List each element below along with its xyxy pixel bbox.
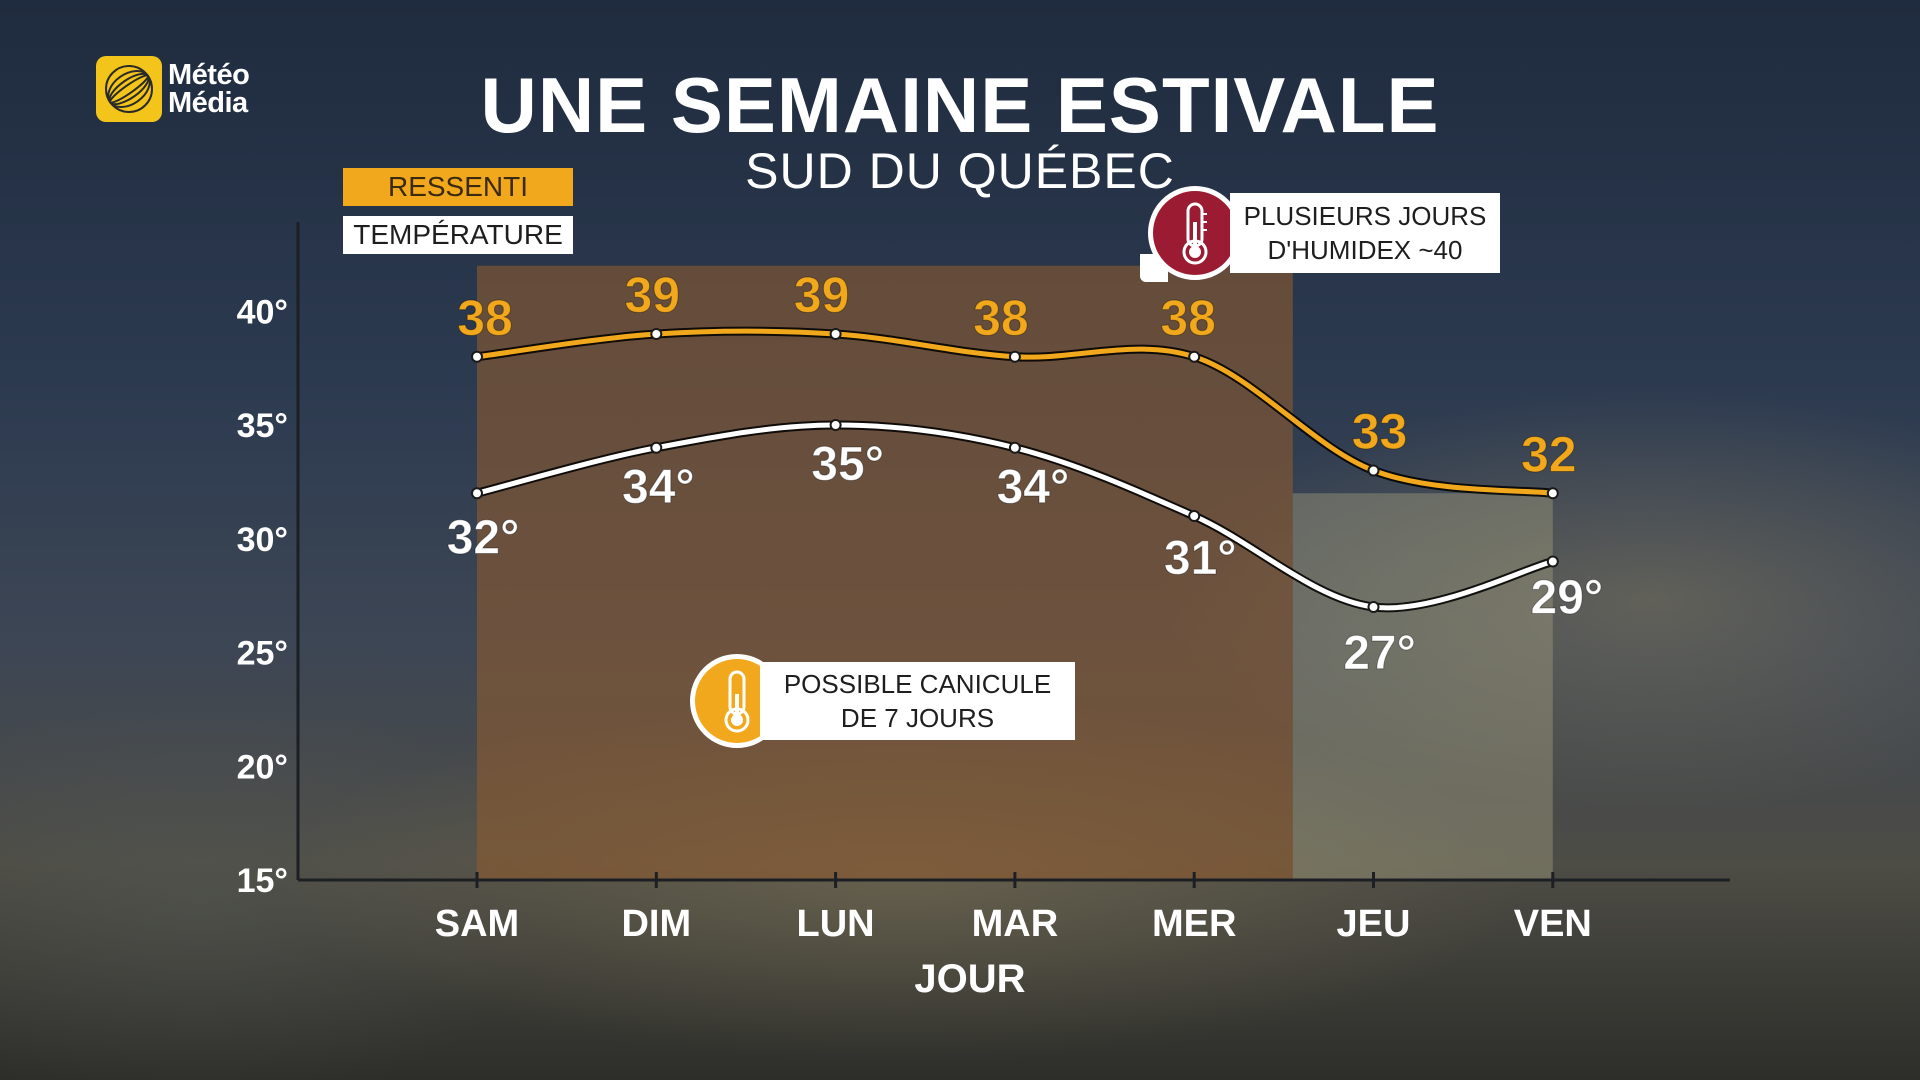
globe-icon xyxy=(96,56,162,122)
data-point-ressenti xyxy=(1188,350,1201,363)
x-tick-label: JEU xyxy=(1337,903,1411,945)
x-tick-label: MER xyxy=(1152,903,1236,945)
y-tick-label: 20° xyxy=(237,748,288,786)
humidex-callout-line-1: PLUSIEURS JOURS xyxy=(1243,201,1487,231)
y-tick-label: 15° xyxy=(237,862,288,900)
y-tick-label: 35° xyxy=(237,407,288,445)
logo-line-2: Média xyxy=(168,87,248,119)
x-tick-label: MAR xyxy=(972,903,1059,945)
data-point-temperature xyxy=(1546,555,1559,568)
data-point-ressenti xyxy=(1008,350,1021,363)
data-label-temperature: 35° xyxy=(811,438,884,491)
y-tick-label: 25° xyxy=(237,635,288,673)
data-point-ressenti xyxy=(1546,487,1559,500)
shaded-region-heat xyxy=(477,265,1293,880)
data-point-temperature xyxy=(1367,601,1380,613)
data-label-ressenti: 38 xyxy=(1160,290,1216,346)
data-point-ressenti xyxy=(1367,464,1380,477)
data-label-temperature: 32° xyxy=(447,511,520,564)
data-point-temperature xyxy=(829,419,842,431)
data-label-ressenti: 39 xyxy=(794,267,850,323)
canicule-callout-line-1: POSSIBLE CANICULE xyxy=(783,669,1052,699)
data-point-ressenti xyxy=(650,328,663,340)
legend-ressenti: RESSENTI xyxy=(343,168,573,206)
x-tick-label: SAM xyxy=(435,903,519,945)
data-label-temperature: 29° xyxy=(1531,572,1604,625)
x-tick-label: DIM xyxy=(621,903,691,945)
data-point-ressenti xyxy=(829,328,842,340)
data-label-ressenti: 33 xyxy=(1352,404,1408,460)
thermometer-icon xyxy=(1148,186,1242,280)
humidex-callout: PLUSIEURS JOURS D'HUMIDEX ~40 xyxy=(1230,193,1500,273)
data-label-temperature: 34° xyxy=(997,461,1070,514)
y-tick-label: 40° xyxy=(237,293,288,331)
y-tick-label: 30° xyxy=(237,521,288,559)
x-axis-label: JOUR xyxy=(914,957,1025,1001)
data-label-ressenti: 39 xyxy=(624,267,680,323)
shaded-region-cooler xyxy=(1292,493,1553,880)
x-tick-label: LUN xyxy=(797,903,875,945)
legend-temperature: TEMPÉRATURE xyxy=(343,216,573,254)
data-point-temperature xyxy=(1188,510,1201,522)
data-point-ressenti xyxy=(471,350,483,363)
data-point-temperature xyxy=(1008,441,1021,454)
data-point-temperature xyxy=(471,487,483,500)
canicule-callout-line-2: DE 7 JOURS xyxy=(840,703,995,733)
data-point-temperature xyxy=(650,441,663,454)
humidex-callout-line-2: D'HUMIDEX ~40 xyxy=(1267,235,1463,265)
meteomedia-logo: Météo Média xyxy=(96,56,250,122)
logo-line-1: Météo xyxy=(168,59,250,91)
canicule-callout: POSSIBLE CANICULE DE 7 JOURS xyxy=(760,662,1075,740)
logo-wordmark: Météo Média xyxy=(168,59,250,119)
data-label-temperature: 27° xyxy=(1343,627,1416,680)
data-label-ressenti: 32 xyxy=(1521,426,1577,482)
chart-subtitle: SUD DU QUÉBEC xyxy=(745,143,1175,199)
data-label-ressenti: 38 xyxy=(457,290,513,346)
data-label-temperature: 34° xyxy=(622,461,695,514)
data-label-temperature: 31° xyxy=(1164,532,1237,585)
x-tick-label: VEN xyxy=(1514,903,1592,945)
chart-title: UNE SEMAINE ESTIVALE xyxy=(480,61,1440,149)
data-label-ressenti: 38 xyxy=(973,290,1029,346)
